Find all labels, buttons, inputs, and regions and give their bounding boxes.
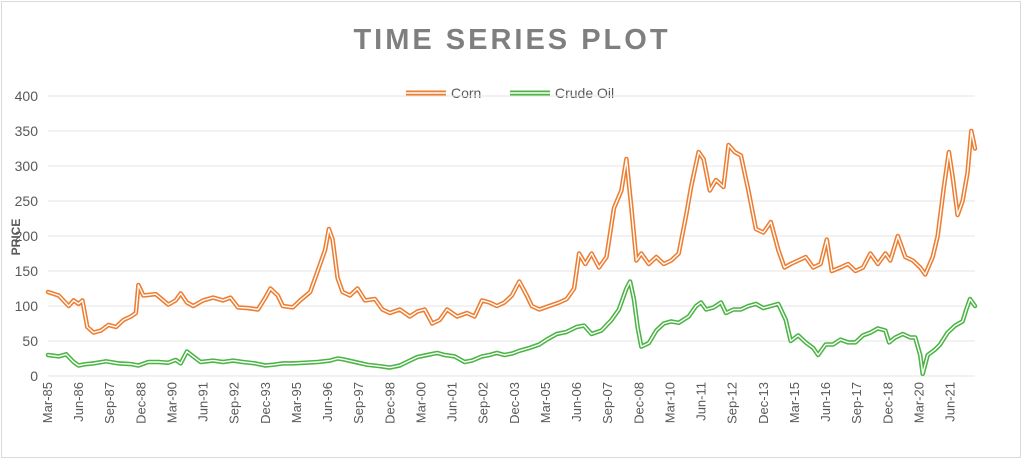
- x-tick-label: Dec-93: [258, 382, 273, 424]
- series-line-core-corn: [47, 130, 976, 334]
- x-tick-label: Sep-97: [351, 382, 366, 424]
- x-tick-label: Sep-02: [476, 382, 491, 424]
- y-tick-label: 400: [15, 88, 39, 104]
- series-line-core-crude-oil: [47, 280, 976, 375]
- x-tick-label: Jun-91: [196, 382, 211, 422]
- x-tick-label: Sep-07: [600, 382, 615, 424]
- x-tick-label: Mar-85: [40, 382, 55, 423]
- y-tick-label: 150: [15, 263, 39, 279]
- chart-title: TIME SERIES PLOT: [353, 24, 670, 56]
- x-tick-label: Dec-18: [880, 382, 895, 424]
- legend-label-corn: Corn: [451, 85, 481, 101]
- x-tick-label: Jun-06: [569, 382, 584, 422]
- x-tick-label: Sep-12: [725, 382, 740, 424]
- x-tick-label: Dec-13: [756, 382, 771, 424]
- x-tick-label: Mar-15: [787, 382, 802, 423]
- y-tick-label: 0: [30, 368, 38, 384]
- x-tick-label: Mar-10: [662, 382, 677, 423]
- y-tick-label: 300: [15, 158, 39, 174]
- x-tick-label: Mar-90: [164, 382, 179, 423]
- x-tick-label: Jun-96: [320, 382, 335, 422]
- x-tick-label: Dec-88: [133, 382, 148, 424]
- x-tick-label: Dec-08: [631, 382, 646, 424]
- legend: Corn Crude Oil: [406, 85, 614, 101]
- x-tick-label: Jun-86: [71, 382, 86, 422]
- x-tick-label: Mar-20: [911, 382, 926, 423]
- x-tick-label: Sep-87: [102, 382, 117, 424]
- x-tick-label: Sep-92: [227, 382, 242, 424]
- x-tick-label: Dec-03: [507, 382, 522, 424]
- x-tick-label: Dec-98: [382, 382, 397, 424]
- x-tick-label: Mar-95: [289, 382, 304, 423]
- x-tick-label: Sep-17: [849, 382, 864, 424]
- x-tick-label: Mar-05: [538, 382, 553, 423]
- legend-item-corn: Corn: [406, 85, 481, 101]
- y-tick-label: 100: [15, 298, 39, 314]
- x-tick-label: Jun-16: [818, 382, 833, 422]
- y-tick-label: 200: [15, 228, 39, 244]
- y-axis-label: PRICE: [9, 219, 23, 256]
- x-tick-label: Jun-11: [694, 382, 709, 421]
- y-tick-label: 350: [15, 123, 39, 139]
- y-tick-label: 50: [22, 333, 38, 349]
- legend-label-crude-oil: Crude Oil: [555, 85, 614, 101]
- x-tick-label: Mar-00: [413, 382, 428, 423]
- y-tick-label: 250: [15, 193, 39, 209]
- x-tick-label: Jun-01: [445, 382, 460, 422]
- x-tick-label: Jun-21: [943, 382, 958, 422]
- legend-item-crude-oil: Crude Oil: [510, 85, 614, 101]
